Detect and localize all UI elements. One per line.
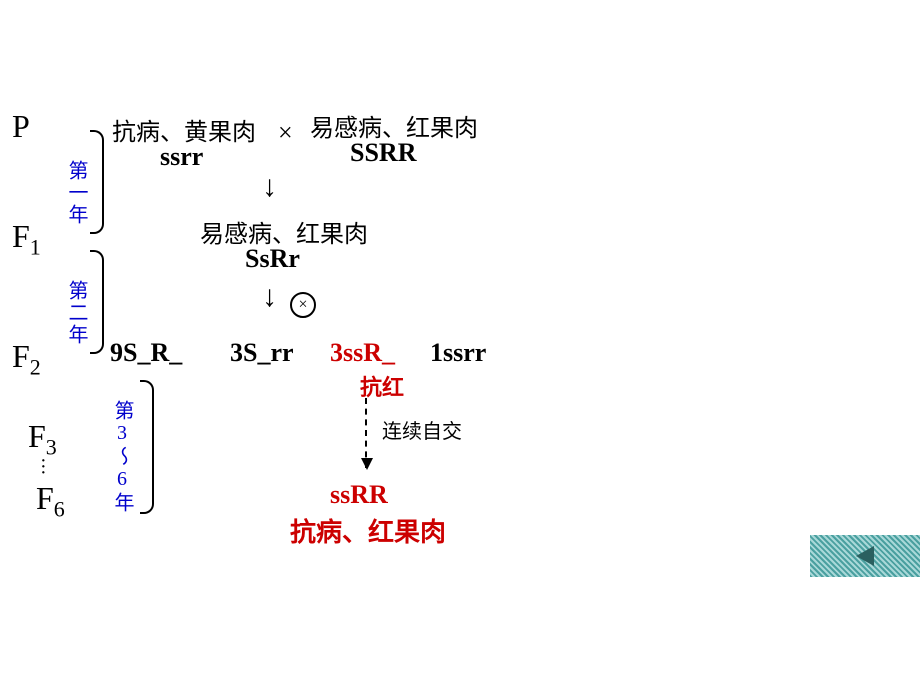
gen-label-F2: F2 bbox=[12, 338, 41, 380]
result-genotype: ssRR bbox=[330, 480, 388, 510]
year-label-36: 第3〜6年 bbox=[108, 400, 137, 514]
gen-F3-sub: 3 bbox=[46, 434, 57, 459]
bracket-year1 bbox=[90, 130, 104, 234]
gen-label-F6: F6 bbox=[36, 480, 65, 522]
gen-F2-letter: F bbox=[12, 338, 30, 374]
gen-label-F1: F1 bbox=[12, 218, 41, 260]
gen-F3-letter: F bbox=[28, 418, 46, 454]
gen-label-P: P bbox=[12, 108, 30, 145]
p1-genotype: ssrr bbox=[160, 142, 203, 172]
f1-genotype: SsRr bbox=[245, 244, 300, 274]
f2-ratio-2: 3S_rr bbox=[230, 338, 294, 368]
gen-F6-letter: F bbox=[36, 480, 54, 516]
f2-ratio-1: 9S_R_ bbox=[110, 338, 182, 368]
year-label-1: 第一年 bbox=[62, 160, 91, 226]
cross-icon: × bbox=[278, 118, 293, 148]
self-cross-icon: × bbox=[290, 292, 316, 318]
bracket-year36 bbox=[140, 380, 154, 514]
arrow-p-f1-icon: ↓ bbox=[262, 170, 277, 204]
arrow-f1-f2-icon: ↓ bbox=[262, 280, 277, 314]
continue-selfing-label: 连续自交 bbox=[382, 415, 462, 444]
dots-icon: ··· bbox=[40, 458, 47, 476]
f2-ratio-3: 3ssR_ bbox=[330, 338, 395, 368]
f2-ratio-4: 1ssrr bbox=[430, 338, 486, 368]
nav-prev-button[interactable] bbox=[810, 535, 920, 577]
gen-F1-sub: 1 bbox=[30, 234, 41, 259]
p2-genotype: SSRR bbox=[350, 138, 416, 168]
year-label-2: 第二年 bbox=[62, 280, 91, 346]
chevron-left-icon bbox=[856, 546, 874, 566]
result-phenotype: 抗病、红果肉 bbox=[290, 512, 446, 549]
gen-F1-letter: F bbox=[12, 218, 30, 254]
self-cross-x: × bbox=[298, 296, 307, 314]
bracket-year2 bbox=[90, 250, 104, 354]
gen-F2-sub: 2 bbox=[30, 354, 41, 379]
gen-F6-sub: 6 bbox=[54, 496, 65, 521]
